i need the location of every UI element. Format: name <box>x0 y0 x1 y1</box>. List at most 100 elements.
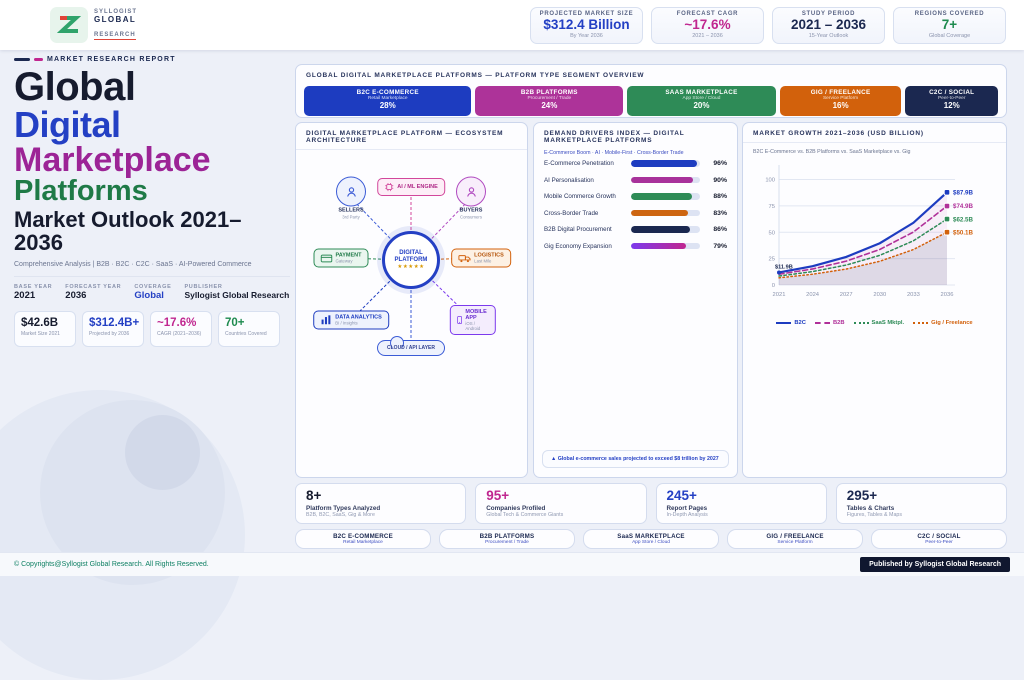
market-growth-title: MARKET GROWTH 2021–2036 (USD BILLION) <box>743 123 1006 143</box>
hero-column: MARKET RESEARCH REPORT Global Digital Ma… <box>14 56 290 348</box>
meta-forecast-year: FORECAST YEAR 2036 <box>65 284 122 302</box>
logo-mark-icon <box>50 7 88 43</box>
demand-drivers-title: DEMAND DRIVERS INDEX — DIGITAL MARKETPLA… <box>544 130 685 144</box>
svg-text:0: 0 <box>772 283 775 289</box>
growth-line-chart: 0 25 50 75 100 2021 2024 2027 2030 2033 2036 $87.9B… <box>743 155 1006 316</box>
brand-line2: GLOBAL <box>94 14 137 24</box>
chip-gig-freelance[interactable]: GIG / FREELANCE Service Platform <box>727 529 863 549</box>
segment-chip-row: B2C E-COMMERCE Retail Marketplace B2B PL… <box>295 529 1007 549</box>
node-sellers: SELLERS 3rd Party <box>336 176 366 220</box>
header-stat-cards: PROJECTED MARKET SIZE $312.4 Billion By … <box>530 7 1006 44</box>
meta-publisher: PUBLISHER Syllogist Global Research <box>184 284 290 301</box>
node-logistics: LOGISTICS Last Mile <box>451 248 511 268</box>
stat-tables-charts: 295+ Tables & Charts Figures, Tables & M… <box>835 483 1007 524</box>
driver-row: Cross-Border Trade 83% <box>544 209 727 217</box>
growth-chart-legend: B2C B2B SaaS Mktpl. Gig / Freelance <box>743 320 1006 326</box>
segment-c2c: C2C / SOCIAL Peer-to-Peer 12% <box>905 86 998 116</box>
legend-line-solid <box>776 322 792 324</box>
segment-b2b: B2B PLATFORMS Procurement / Trade 24% <box>475 86 624 116</box>
ecosystem-diagram: DIGITAL PLATFORM ★★★★★ AI / ML ENGINE <box>305 160 518 385</box>
title-outlook: Market Outlook 2021–2036 <box>14 207 242 256</box>
header-bar: SYLLOGIST GLOBAL RESEARCH PROJECTED MARK… <box>0 0 1024 50</box>
ecosystem-title: DIGITAL MARKETPLACE PLATFORM — ECOSYSTEM… <box>296 123 527 150</box>
legend-line-dotted-orange <box>913 322 929 324</box>
buyer-person-icon <box>466 186 476 197</box>
node-ai-ml-engine: AI / ML ENGINE <box>377 178 445 196</box>
title-line-global: Global <box>14 65 136 109</box>
node-cloud-api: CLOUD / API LAYER <box>377 336 445 356</box>
node-digital-platform: DIGITAL PLATFORM ★★★★★ <box>382 231 440 289</box>
market-growth-panel: MARKET GROWTH 2021–2036 (USD BILLION) B2… <box>742 122 1007 478</box>
svg-text:2036: 2036 <box>941 292 954 298</box>
svg-text:25: 25 <box>769 257 775 263</box>
chip-saas-marketplace[interactable]: SaaS MARKETPLACE App Store / Cloud <box>583 529 719 549</box>
segment-gig: GIG / FREELANCE Service Platform 16% <box>779 86 902 116</box>
node-data-analytics: DATA ANALYTICS BI / Insights <box>313 310 389 330</box>
svg-text:2030: 2030 <box>873 292 886 298</box>
legend-saas: SaaS Mktpl. <box>853 320 904 326</box>
title-line-platforms: Platforms <box>14 175 148 207</box>
stat-card-regions: REGIONS COVERED 7+ Global Coverage <box>893 7 1006 44</box>
driver-row: E-Commerce Penetration 96% <box>544 160 727 167</box>
svg-text:2021: 2021 <box>773 292 786 298</box>
svg-text:2027: 2027 <box>840 292 853 298</box>
legend-line-dashed <box>814 322 830 324</box>
rating-stars: ★★★★★ <box>397 263 425 270</box>
logistics-truck-icon <box>458 254 471 262</box>
svg-text:100: 100 <box>765 178 775 184</box>
bar-chart-icon <box>321 315 331 325</box>
hero-divider <box>14 276 290 278</box>
meta-base-year: BASE YEAR 2021 <box>14 284 53 302</box>
hero-subtitle: Comprehensive Analysis | B2B · B2C · C2C… <box>14 261 252 269</box>
copyright-text: © Copyrights@Syllogist Global Research. … <box>14 561 209 568</box>
watermark-circle-small <box>125 415 200 490</box>
svg-text:$50.1B: $50.1B <box>953 229 973 236</box>
meta-coverage: COVERAGE Global <box>134 284 172 302</box>
svg-text:$62.5B: $62.5B <box>953 216 973 223</box>
svg-text:75: 75 <box>769 204 775 210</box>
stat-card-study-period: STUDY PERIOD 2021 – 2036 15-Year Outlook <box>772 7 885 44</box>
ecosystem-panel: DIGITAL MARKETPLACE PLATFORM — ECOSYSTEM… <box>295 122 528 478</box>
footer-bar: © Copyrights@Syllogist Global Research. … <box>0 552 1024 576</box>
stat-report-pages: 245+ Report Pages In-Depth Analysis <box>655 483 827 524</box>
segment-overview-panel: GLOBAL DIGITAL MARKETPLACE PLATFORMS — P… <box>295 64 1007 118</box>
svg-text:2024: 2024 <box>806 292 820 298</box>
title-line-marketplace: Marketplace <box>14 141 211 179</box>
node-buyers: BUYERS Consumers <box>456 176 486 220</box>
legend-b2c: B2C <box>776 320 806 326</box>
segment-bar: B2C E-COMMERCE Retail Marketplace 28% B2… <box>296 81 1006 121</box>
growth-chart-svg: 0 25 50 75 100 2021 2024 2027 2030 2033 2036 $87.9B… <box>765 165 973 298</box>
segment-saas: SAAS MARKETPLACE App Store / Cloud 20% <box>627 86 776 116</box>
chip-projected: $312.4B+ Projected by 2036 <box>82 311 144 348</box>
stat-companies-profiled: 95+ Companies Profiled Global Tech & Com… <box>475 483 647 524</box>
legend-gig: Gig / Freelance <box>913 320 973 326</box>
node-mobile-app: MOBILE APP iOS / Android <box>449 305 497 335</box>
demand-drivers-subtitle: E-Commerce Boom · AI · Mobile-First · Cr… <box>544 150 684 156</box>
seller-person-icon <box>346 186 356 197</box>
chip-cagr: ~17.6% CAGR (2021–2036) <box>150 311 212 348</box>
chip-market-size: $42.6B Market Size 2021 <box>14 311 76 348</box>
stat-card-cagr: FORECAST CAGR ~17.6% 2021 – 2036 <box>651 7 764 44</box>
svg-text:$74.9B: $74.9B <box>953 203 973 210</box>
demand-drivers-panel: DEMAND DRIVERS INDEX — DIGITAL MARKETPLA… <box>533 122 738 478</box>
driver-row: AI Personalisation 90% <box>544 176 727 184</box>
driver-row: Mobile Commerce Growth 88% <box>544 193 727 200</box>
segment-overview-title: GLOBAL DIGITAL MARKETPLACE PLATFORMS — P… <box>306 72 645 79</box>
brand-name: SYLLOGIST GLOBAL RESEARCH <box>94 9 137 41</box>
published-badge: Published by Syllogist Global Research <box>860 557 1010 572</box>
report-meta-row: BASE YEAR 2021 FORECAST YEAR 2036 COVERA… <box>14 284 290 301</box>
report-eyebrow: MARKET RESEARCH REPORT <box>14 56 290 63</box>
chip-c2c-social[interactable]: C2C / SOCIAL Peer-to-Peer <box>871 529 1007 549</box>
chip-b2c-ecommerce[interactable]: B2C E-COMMERCE Retail Marketplace <box>295 529 431 549</box>
driver-row: Gig Economy Expansion 79% <box>544 242 727 250</box>
mobile-phone-icon <box>457 316 462 324</box>
ai-chip-icon <box>385 182 394 192</box>
chip-b2b-platforms[interactable]: B2B PLATFORMS Procurement / Trade <box>439 529 575 549</box>
stat-platform-types: 8+ Platform Types Analyzed B2B, B2C, Saa… <box>295 483 467 524</box>
brand-line3: RESEARCH <box>94 32 136 41</box>
bottom-stats-row: 8+ Platform Types Analyzed B2B, B2C, Saa… <box>295 483 1007 524</box>
node-payment: PAYMENT Gateway <box>313 248 369 268</box>
ecommerce-projection-note: ▲ Global e-commerce sales projected to e… <box>542 450 729 468</box>
chip-countries: 70+ Countries Covered <box>218 311 280 348</box>
eyebrow-dash-navy <box>14 58 30 61</box>
